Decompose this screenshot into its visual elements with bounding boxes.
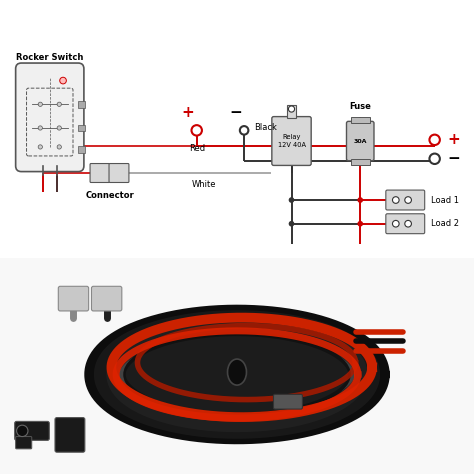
Ellipse shape [123,332,351,417]
Text: Load 2: Load 2 [431,219,459,228]
Circle shape [288,106,295,112]
FancyBboxPatch shape [16,437,32,449]
Text: Load 1: Load 1 [431,196,459,204]
FancyBboxPatch shape [386,214,425,234]
FancyBboxPatch shape [109,164,129,182]
Circle shape [289,197,294,203]
Circle shape [17,425,28,437]
Circle shape [191,125,202,136]
Circle shape [405,197,411,203]
Bar [78,125,85,131]
Text: Rocker Switch: Rocker Switch [16,53,83,62]
Text: Fuse: Fuse [349,102,371,111]
Text: −: − [229,105,242,120]
Bar [287,105,296,118]
FancyBboxPatch shape [386,190,425,210]
FancyBboxPatch shape [55,418,85,452]
FancyBboxPatch shape [346,121,374,161]
Bar [78,146,85,153]
Bar [351,117,370,123]
Text: +: + [447,132,460,147]
FancyBboxPatch shape [15,421,49,440]
Text: +: + [182,105,194,120]
Circle shape [240,126,248,135]
Circle shape [405,220,411,227]
Bar [351,159,370,165]
Bar [78,101,85,108]
Circle shape [429,154,440,164]
Circle shape [38,126,43,130]
Text: −: − [447,151,460,166]
Circle shape [38,145,43,149]
Text: 30A: 30A [354,138,367,144]
Circle shape [289,221,294,227]
FancyBboxPatch shape [273,394,302,409]
FancyBboxPatch shape [58,286,89,311]
Text: Relay
12V 40A: Relay 12V 40A [277,134,306,148]
Circle shape [57,102,62,106]
Bar [0,258,474,474]
Text: White: White [191,180,216,189]
Circle shape [60,77,66,84]
Text: Black: Black [255,124,277,132]
Circle shape [392,197,399,203]
Circle shape [392,220,399,227]
Circle shape [38,102,43,106]
Circle shape [429,135,440,145]
Text: Connector: Connector [86,191,134,200]
FancyBboxPatch shape [90,164,110,182]
Circle shape [57,145,62,149]
Circle shape [57,126,62,130]
Text: Red: Red [189,144,205,153]
Circle shape [357,221,363,227]
Bar [0,0,474,258]
Ellipse shape [228,359,246,385]
FancyBboxPatch shape [16,63,84,172]
FancyBboxPatch shape [272,117,311,165]
FancyBboxPatch shape [91,286,122,311]
Circle shape [357,197,363,203]
